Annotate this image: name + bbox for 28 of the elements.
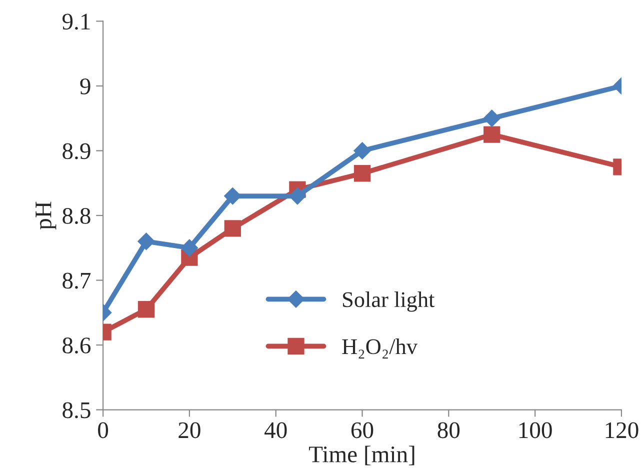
x-tick-label: 40 bbox=[264, 422, 287, 438]
point bbox=[137, 232, 156, 250]
point bbox=[224, 220, 241, 237]
point bbox=[138, 301, 155, 318]
y-tick-label: 9 bbox=[80, 78, 90, 94]
point bbox=[180, 239, 198, 257]
x-tick-label: 120 bbox=[606, 422, 638, 438]
legend-label: Solar light bbox=[343, 292, 435, 312]
y-tick-label: 8.8 bbox=[62, 208, 90, 224]
legend-label: H₂O₂/hv bbox=[342, 338, 418, 358]
y-tick-label: 8.7 bbox=[62, 272, 91, 289]
y-tick-label: 9.1 bbox=[62, 14, 90, 30]
y-tick-label: 8.6 bbox=[62, 338, 91, 354]
x-tick-label: 60 bbox=[351, 422, 374, 438]
point bbox=[483, 110, 501, 128]
x-tick-label: 0 bbox=[98, 422, 108, 438]
x-tick-label: 80 bbox=[438, 422, 460, 438]
point bbox=[484, 126, 500, 143]
y-axis-title: pH bbox=[36, 202, 56, 230]
x-tick-label: 20 bbox=[178, 422, 200, 438]
point bbox=[353, 142, 372, 160]
point bbox=[288, 187, 306, 205]
point bbox=[354, 165, 371, 182]
x-tick-label: 100 bbox=[519, 422, 552, 438]
y-tick-label: 8.9 bbox=[62, 143, 90, 160]
point bbox=[224, 187, 242, 205]
x-axis-title: Time [min] bbox=[309, 446, 414, 466]
y-tick-label: 8.5 bbox=[62, 402, 90, 418]
